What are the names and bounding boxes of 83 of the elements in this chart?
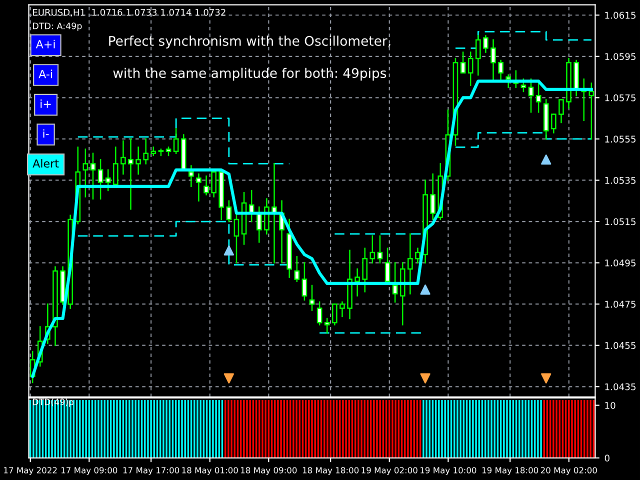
y-tick-label: 1.0535 — [605, 176, 636, 184]
y-tick-label: 1.0475 — [605, 300, 636, 308]
candlestick — [384, 248, 390, 284]
candlestick — [143, 138, 149, 164]
candlestick — [588, 82, 594, 140]
candlestick — [506, 74, 512, 88]
point — [541, 154, 552, 165]
candlestick — [188, 165, 194, 188]
candlestick — [256, 206, 262, 243]
candlestick — [460, 52, 466, 74]
candlestick — [490, 39, 496, 82]
point — [224, 373, 234, 384]
candlestick — [340, 301, 345, 318]
point — [420, 373, 430, 384]
candlestick — [128, 138, 134, 210]
annotation: with the same amplitude for both: 49pips — [113, 68, 386, 81]
candlestick — [294, 256, 300, 282]
candlestick — [483, 35, 488, 53]
point — [541, 373, 552, 384]
candlestick — [408, 233, 413, 294]
annotation: A+i — [36, 40, 55, 48]
candlestick — [173, 128, 179, 154]
point — [420, 284, 430, 295]
candlestick — [324, 318, 330, 334]
candlestick — [309, 284, 315, 311]
candlestick — [551, 114, 556, 134]
candlestick — [98, 158, 104, 200]
candlestick — [520, 78, 526, 92]
line-series — [31, 80, 593, 378]
candlestick — [316, 301, 322, 326]
candlestick — [234, 212, 240, 264]
annotation: Perfect synchronism with the Oscillometer, — [109, 36, 390, 48]
x-tick-label: 19 May 18:00 — [482, 467, 538, 476]
y-tick-label: 1.0455 — [605, 342, 636, 349]
candlestick — [226, 200, 232, 222]
candlestick — [536, 82, 542, 113]
annotation: i+ — [40, 99, 51, 108]
candlestick — [332, 303, 338, 326]
y-tick-label: 10 — [605, 402, 616, 409]
candlestick — [105, 169, 111, 192]
candlestick — [377, 235, 383, 264]
candlestick — [90, 152, 96, 200]
x-tick-label: 17 May 09:00 — [61, 467, 118, 476]
candlestick — [468, 52, 474, 86]
candlestick — [370, 235, 376, 264]
x-tick-label: 18 May 18:00 — [302, 467, 359, 476]
y-tick-label: 1.0575 — [605, 94, 636, 102]
y-tick-label: 1.0435 — [605, 383, 636, 390]
candlestick — [112, 146, 118, 188]
candlestick — [120, 140, 126, 175]
annotation: Alert — [32, 159, 59, 168]
text: DTD: A:49p — [33, 22, 82, 31]
x-tick-label: 20 May 02:00 — [540, 467, 597, 476]
candlestick — [558, 99, 564, 124]
candlestick — [528, 78, 534, 113]
chart-title: EURUSD,H1 1.0716 1.0733 1.0714 1.0732 — [33, 8, 226, 17]
candlestick — [430, 173, 436, 220]
candlestick — [204, 175, 209, 196]
y-tick-label: 1.0615 — [605, 12, 636, 19]
x-tick-label: 17 May 2022 — [4, 467, 57, 476]
candlestick — [196, 173, 202, 202]
point — [224, 245, 234, 256]
candlestick — [392, 262, 398, 303]
y-tick-label: 1.0495 — [605, 259, 636, 266]
y-tick-label: 1.0555 — [605, 136, 636, 143]
candlestick — [302, 262, 308, 301]
x-tick-label: 17 May 17:00 — [123, 467, 180, 476]
candlestick — [136, 146, 141, 175]
candlestick — [415, 248, 420, 264]
candlestick — [498, 60, 504, 80]
x-tick-label: 18 May 01:00 — [182, 467, 238, 476]
candlestick — [362, 248, 368, 292]
x-tick-label: 19 May 10:00 — [420, 467, 476, 476]
y-tick-label: 1.0515 — [605, 218, 636, 226]
y-tick-label: 1.0595 — [605, 53, 636, 60]
x-tick-label: 19 May 02:00 — [362, 467, 418, 476]
candlestick — [82, 148, 88, 198]
y-tick-label: 0 — [604, 454, 610, 462]
candlestick — [475, 35, 481, 76]
annotation: A-i — [38, 70, 52, 78]
annotation: i- — [43, 129, 49, 138]
x-tick-label: 18 May 09:00 — [241, 467, 297, 476]
candlestick — [354, 268, 360, 296]
